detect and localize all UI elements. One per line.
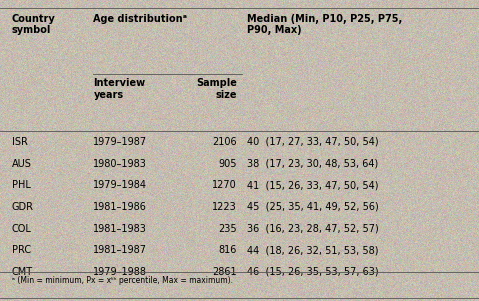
Text: 41  (15, 26, 33, 47, 50, 54): 41 (15, 26, 33, 47, 50, 54) xyxy=(247,180,378,190)
Text: ISR: ISR xyxy=(12,137,28,147)
Text: GDR: GDR xyxy=(12,202,34,212)
Text: CMT: CMT xyxy=(12,267,33,277)
Text: 45  (25, 35, 41, 49, 52, 56): 45 (25, 35, 41, 49, 52, 56) xyxy=(247,202,378,212)
Text: PHL: PHL xyxy=(12,180,31,190)
Text: 816: 816 xyxy=(219,245,237,255)
Text: 2106: 2106 xyxy=(213,137,237,147)
Text: Interview
years: Interview years xyxy=(93,78,146,100)
Text: 1223: 1223 xyxy=(212,202,237,212)
Text: PRC: PRC xyxy=(12,245,31,255)
Text: 1981–1986: 1981–1986 xyxy=(93,202,147,212)
Text: Median (Min, P10, P25, P75,
P90, Max): Median (Min, P10, P25, P75, P90, Max) xyxy=(247,14,402,35)
Text: Sample
size: Sample size xyxy=(196,78,237,100)
Text: 1981–1983: 1981–1983 xyxy=(93,224,147,234)
Text: 1979–1987: 1979–1987 xyxy=(93,137,148,147)
Text: 38  (17, 23, 30, 48, 53, 64): 38 (17, 23, 30, 48, 53, 64) xyxy=(247,159,378,169)
Text: AUS: AUS xyxy=(12,159,32,169)
Text: Age distributionᵃ: Age distributionᵃ xyxy=(93,14,187,23)
Text: 46  (15, 26, 35, 53, 57, 63): 46 (15, 26, 35, 53, 57, 63) xyxy=(247,267,378,277)
Text: 2861: 2861 xyxy=(213,267,237,277)
Text: Country
symbol: Country symbol xyxy=(12,14,56,35)
Text: 1981–1987: 1981–1987 xyxy=(93,245,148,255)
Text: 235: 235 xyxy=(218,224,237,234)
Text: COL: COL xyxy=(12,224,32,234)
Text: 1979–1988: 1979–1988 xyxy=(93,267,148,277)
Text: 1979–1984: 1979–1984 xyxy=(93,180,148,190)
Text: 1270: 1270 xyxy=(212,180,237,190)
Text: ᵃ (Min = minimum, Px = xᵗʰ percentile, Max = maximum).: ᵃ (Min = minimum, Px = xᵗʰ percentile, M… xyxy=(12,276,233,285)
Text: 44  (18, 26, 32, 51, 53, 58): 44 (18, 26, 32, 51, 53, 58) xyxy=(247,245,378,255)
Text: 40  (17, 27, 33, 47, 50, 54): 40 (17, 27, 33, 47, 50, 54) xyxy=(247,137,378,147)
Text: 1980–1983: 1980–1983 xyxy=(93,159,147,169)
Text: 36  (16, 23, 28, 47, 52, 57): 36 (16, 23, 28, 47, 52, 57) xyxy=(247,224,378,234)
Text: 905: 905 xyxy=(218,159,237,169)
